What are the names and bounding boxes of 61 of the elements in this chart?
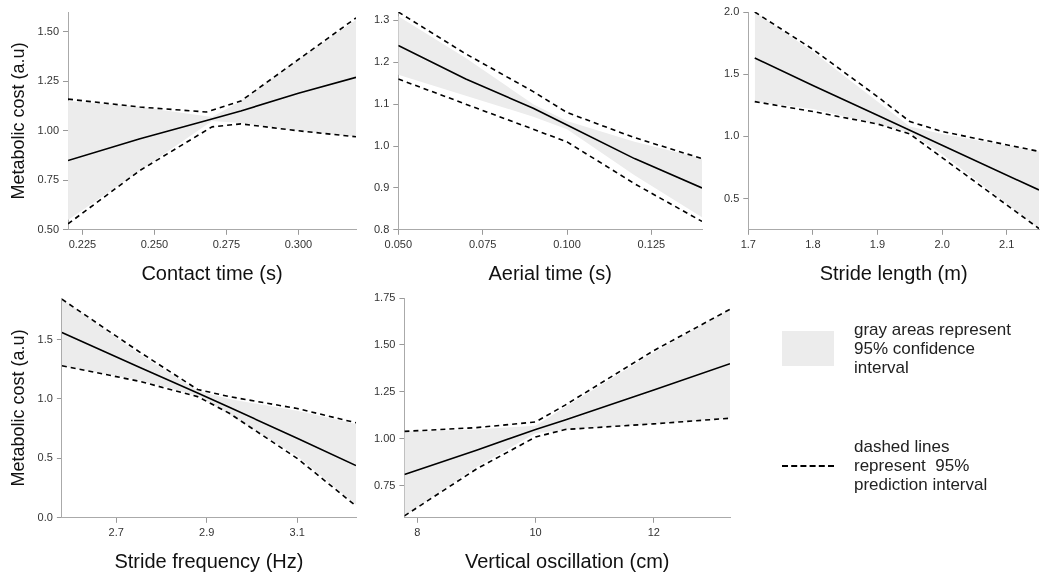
text: dashed lines represent 95% prediction interval: [854, 437, 989, 494]
x-tick-label: 10: [529, 526, 542, 539]
y-tick-label: 2.0: [723, 5, 740, 18]
line-series: [68, 123, 356, 225]
y-tick-label: 1.25: [37, 74, 60, 87]
x-tick-label: 3.1: [289, 526, 305, 539]
y-tick-label: 1.50: [37, 24, 60, 37]
y-tick-label: 1.00: [373, 431, 396, 444]
x-tick-label: 1.8: [805, 238, 821, 251]
y-tick-label: 1.75: [373, 291, 396, 304]
y-axis-title: Metabolic cost (a.u): [7, 42, 28, 200]
line-series: [398, 12, 702, 160]
line-series: [61, 364, 356, 507]
x-tick-label: 12: [647, 526, 660, 539]
x-axis-title: Contact time (s): [141, 261, 283, 284]
x-tick-label: 2.7: [108, 526, 124, 539]
x-tick-label: 2.0: [934, 238, 950, 251]
y-tick-label: 1.50: [373, 338, 396, 350]
y-tick-label: 1.2: [373, 55, 390, 68]
y-tick-label: 1.0: [373, 139, 390, 152]
x-tick-label: 0.100: [553, 238, 581, 251]
line-series: [753, 100, 1039, 230]
y-tick-label: 0.8: [373, 222, 390, 235]
x-tick-label: 0.300: [284, 238, 313, 251]
y-tick-label: 1.25: [373, 384, 396, 397]
y-tick-label: 0.75: [37, 173, 60, 186]
line-series: [61, 298, 356, 424]
x-axis-title: Aerial time (s): [488, 261, 612, 284]
y-axis-title: Metabolic cost (a.u): [7, 329, 28, 487]
x-tick-label: 0.275: [212, 238, 241, 251]
x-tick-label: 2.9: [199, 526, 215, 539]
y-tick-label: 1.0: [723, 129, 740, 142]
x-axis-title: Vertical oscillation (cm): [464, 549, 670, 572]
y-tick-label: 0.5: [37, 451, 53, 464]
y-tick-label: 0.75: [373, 478, 396, 491]
line-series: [404, 308, 730, 433]
x-tick-label: 1.7: [740, 238, 756, 251]
x-tick-label: 2.1: [999, 238, 1015, 251]
line-series: [398, 78, 702, 223]
x-tick-label: 0.075: [468, 238, 497, 251]
x-tick-label: 1.9: [869, 238, 886, 251]
x-axis-title: Stride frequency (Hz): [114, 549, 304, 572]
x-tick-label: 0.050: [384, 238, 413, 251]
y-tick-label: 1.00: [37, 123, 60, 136]
x-tick-label: 0.125: [637, 238, 666, 251]
x-axis-title: Stride length (m): [819, 261, 968, 284]
x-tick-label: 0.250: [140, 238, 169, 251]
y-tick-label: 1.5: [723, 67, 740, 80]
y-tick-label: 1.1: [373, 97, 390, 110]
y-tick-label: 1.3: [373, 13, 390, 26]
y-tick-label: 1.5: [37, 332, 53, 345]
y-tick-label: 0.5: [723, 191, 740, 204]
x-tick-label: 8: [414, 526, 421, 539]
y-tick-label: 0.50: [37, 222, 60, 235]
x-tick-label: 0.225: [68, 238, 97, 251]
line-series: [753, 12, 1039, 153]
y-tick-label: 0.9: [373, 180, 390, 193]
text: gray areas represent 95% confidence interval: [854, 320, 1012, 377]
y-tick-label: 0.0: [37, 510, 53, 523]
y-tick-label: 1.0: [37, 392, 53, 405]
line-series: [68, 17, 356, 113]
